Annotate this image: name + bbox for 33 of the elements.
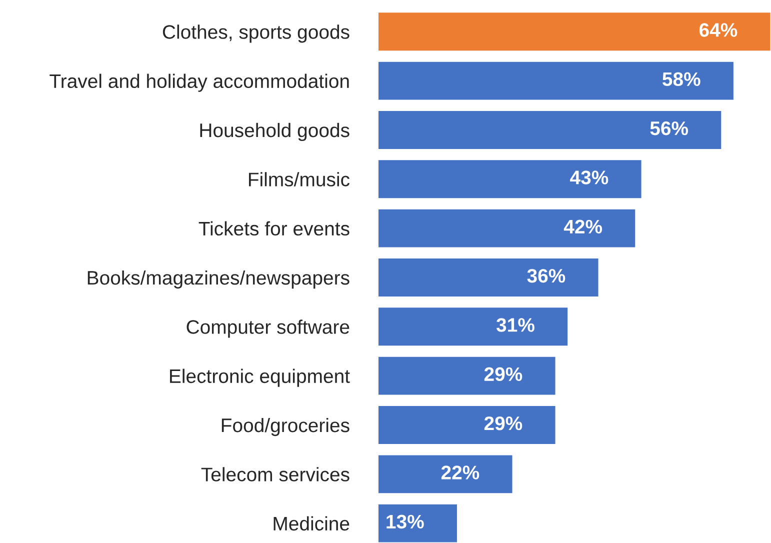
data-label: 36% bbox=[527, 268, 566, 283]
y-tick-label: Books/magazines/newspapers bbox=[88, 270, 350, 289]
bar bbox=[378, 208, 637, 249]
data-label: 56% bbox=[650, 121, 688, 136]
bar bbox=[378, 404, 557, 446]
y-tick-label: Electronic equipment bbox=[170, 368, 350, 387]
bar bbox=[378, 454, 514, 495]
bar bbox=[378, 257, 600, 298]
data-label: 31% bbox=[496, 318, 534, 332]
y-tick-label: Food/groceries bbox=[222, 418, 350, 436]
data-label: 43% bbox=[570, 170, 608, 184]
bar bbox=[378, 11, 771, 52]
data-label: 29% bbox=[484, 367, 522, 382]
bar bbox=[378, 60, 735, 102]
y-tick-label: Computer software bbox=[186, 320, 350, 338]
y-tick-label: Telecom services bbox=[201, 467, 350, 482]
bar bbox=[378, 306, 569, 348]
y-tick-label: Travel and holiday accommodation bbox=[50, 74, 349, 92]
y-tick-label: Medicine bbox=[274, 516, 350, 531]
y-tick-label: Films/music bbox=[248, 172, 350, 186]
bar bbox=[378, 355, 557, 396]
bar bbox=[378, 110, 723, 150]
bar bbox=[378, 502, 458, 543]
y-tick-label: Tickets for events bbox=[198, 221, 350, 236]
data-label: 13% bbox=[386, 514, 424, 529]
data-label: 29% bbox=[484, 416, 522, 430]
y-tick-label: Household goods bbox=[200, 122, 350, 142]
data-label: 22% bbox=[441, 466, 480, 480]
data-label: 58% bbox=[662, 72, 700, 86]
y-tick-label: Clothes, sports goods bbox=[162, 24, 350, 43]
data-label: 64% bbox=[699, 23, 738, 37]
bar bbox=[378, 158, 643, 200]
data-label: 42% bbox=[564, 220, 602, 234]
